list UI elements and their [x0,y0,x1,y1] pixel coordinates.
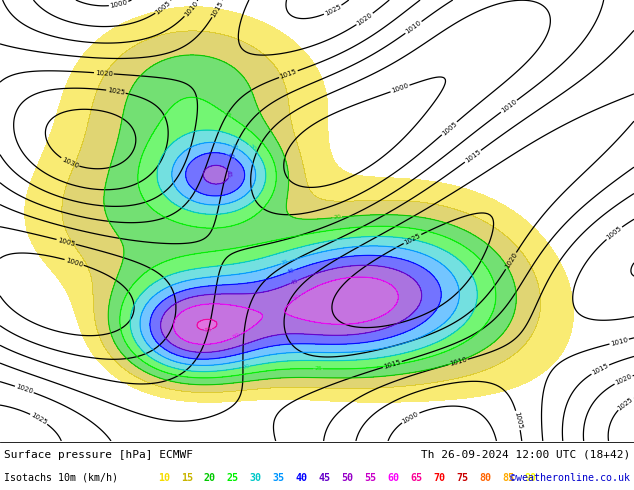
Text: 75: 75 [456,473,468,483]
Text: 1025: 1025 [107,87,125,96]
Text: 1020: 1020 [614,373,633,386]
Text: 35: 35 [281,259,290,266]
Text: 1015: 1015 [591,363,609,376]
Text: 1010: 1010 [448,357,467,368]
Text: 40: 40 [295,473,307,483]
Text: 1005: 1005 [441,120,458,136]
Text: 1010: 1010 [610,337,629,346]
Text: Isotachs 10m (km/h): Isotachs 10m (km/h) [4,473,118,483]
Text: 15: 15 [181,473,193,483]
Text: Th 26-09-2024 12:00 UTC (18+42): Th 26-09-2024 12:00 UTC (18+42) [421,450,630,460]
Text: 65: 65 [410,473,422,483]
Text: 20: 20 [204,473,216,483]
Text: 1020: 1020 [95,70,113,77]
Text: 1015: 1015 [279,68,298,80]
Text: 1025: 1025 [323,3,342,17]
Text: 25: 25 [314,366,322,371]
Text: 45: 45 [226,170,232,178]
Text: 80: 80 [479,473,491,483]
Text: 35: 35 [230,144,240,151]
Text: 90: 90 [525,473,537,483]
Text: 40: 40 [286,268,295,275]
Text: 1000: 1000 [65,257,84,268]
Text: 1025: 1025 [617,396,634,411]
Text: 1015: 1015 [464,148,482,164]
Text: 1005: 1005 [605,225,623,241]
Text: 55: 55 [204,327,212,333]
Text: 50: 50 [292,294,301,302]
Text: 1010: 1010 [404,20,422,35]
Text: 1010: 1010 [183,0,199,18]
Text: 45: 45 [290,278,299,286]
Text: 55: 55 [365,473,377,483]
Text: 1020: 1020 [356,11,374,26]
Text: 1015: 1015 [383,359,402,370]
Text: 30: 30 [250,473,262,483]
Text: 25: 25 [227,473,239,483]
Text: 1005: 1005 [57,237,75,247]
Text: 45: 45 [318,473,330,483]
Text: 1030: 1030 [60,156,79,169]
Text: 1020: 1020 [15,384,34,395]
Text: 1025: 1025 [403,232,422,245]
Text: 1000: 1000 [391,83,410,94]
Text: 40: 40 [226,152,235,160]
Text: 50: 50 [342,473,354,483]
Text: 10: 10 [158,473,170,483]
Text: 1025: 1025 [30,412,48,426]
Text: Surface pressure [hPa] ECMWF: Surface pressure [hPa] ECMWF [4,450,193,460]
Text: 1015: 1015 [210,0,224,18]
Text: 1005: 1005 [514,411,523,430]
Text: 1000: 1000 [109,0,128,9]
Text: 30: 30 [242,364,250,370]
Text: 30: 30 [248,143,257,152]
Text: 25: 25 [223,111,233,119]
Text: 70: 70 [433,473,445,483]
Text: ©weatheronline.co.uk: ©weatheronline.co.uk [510,473,630,483]
Text: 1020: 1020 [503,252,519,270]
Text: 1005: 1005 [155,0,172,15]
Text: 60: 60 [387,473,399,483]
Text: 50: 50 [232,332,242,340]
Text: 85: 85 [502,473,514,483]
Text: 1010: 1010 [500,98,518,114]
Text: 35: 35 [273,473,285,483]
Text: 20: 20 [333,215,341,220]
Text: 1000: 1000 [401,410,420,424]
